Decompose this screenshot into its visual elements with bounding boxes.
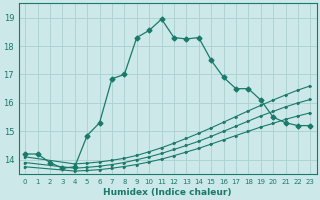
X-axis label: Humidex (Indice chaleur): Humidex (Indice chaleur) [103,188,232,197]
